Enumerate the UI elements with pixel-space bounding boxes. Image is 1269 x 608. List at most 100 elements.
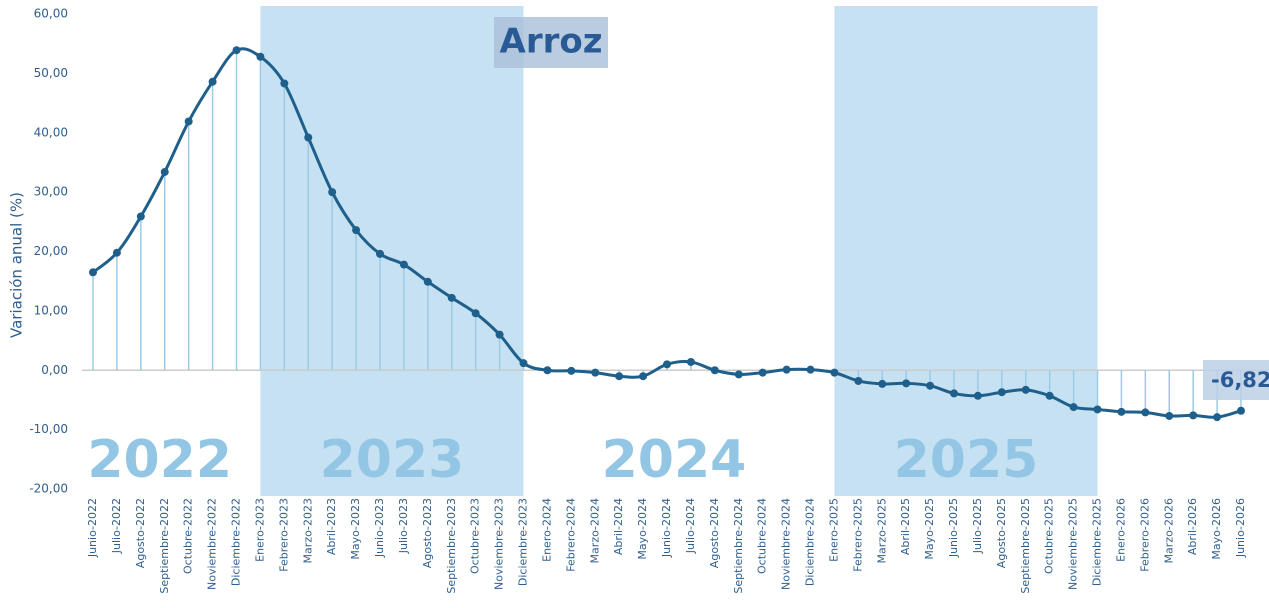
point	[997, 388, 1006, 397]
chart-title: Arroz	[500, 22, 603, 62]
y-tick-label: -20,00	[29, 482, 68, 496]
x-tick-label: Septiembre-2023	[445, 498, 458, 594]
point	[639, 372, 648, 381]
x-tick-label: Mayo-2023	[349, 498, 362, 560]
point	[495, 330, 504, 339]
x-tick-label: Enero-2023	[253, 498, 266, 562]
point	[663, 360, 671, 369]
x-tick-label: Octubre-2024	[756, 498, 769, 574]
x-tick-label: Abril-2026	[1186, 498, 1199, 555]
y-tick-label: 60,00	[34, 7, 68, 21]
x-tick-label: Diciembre-2022	[230, 498, 243, 586]
point	[1165, 411, 1174, 420]
point	[902, 379, 911, 388]
year-band	[260, 6, 524, 496]
point	[1117, 407, 1126, 416]
x-tick-label: Febrero-2025	[851, 498, 864, 572]
point	[615, 372, 624, 381]
x-tick-label: Diciembre-2024	[804, 498, 817, 586]
point	[1045, 391, 1054, 400]
x-tick-label: Junio-2022	[86, 498, 99, 558]
x-tick-label: Junio-2023	[373, 498, 386, 558]
point	[89, 268, 97, 277]
point	[328, 188, 337, 197]
point	[1021, 385, 1030, 394]
point	[734, 370, 743, 379]
point	[232, 46, 241, 55]
point	[854, 376, 863, 385]
point	[926, 381, 935, 390]
x-tick-label: Diciembre-2025	[1091, 498, 1104, 586]
point	[1237, 406, 1245, 415]
x-tick-label: Noviembre-2023	[493, 498, 506, 590]
point	[136, 212, 145, 221]
x-tick-label: Septiembre-2022	[158, 498, 171, 594]
x-tick-label: Agosto-2025	[995, 498, 1008, 568]
x-tick-label: Abril-2024	[612, 498, 625, 555]
point	[471, 309, 480, 318]
x-tick-label: Julio-2023	[397, 498, 410, 554]
x-tick-label: Octubre-2022	[182, 498, 195, 574]
x-tick-label: Julio-2024	[684, 498, 697, 554]
point	[352, 226, 361, 235]
year-label: 2024	[602, 430, 747, 490]
point	[1189, 411, 1198, 420]
year-label: 2023	[320, 430, 465, 490]
point	[567, 366, 576, 375]
x-tick-label: Marzo-2024	[588, 498, 601, 563]
x-tick-label: Enero-2024	[540, 498, 553, 562]
point	[878, 379, 887, 388]
point	[686, 357, 695, 366]
title-box	[494, 17, 608, 68]
y-tick-label: 10,00	[34, 303, 68, 317]
x-tick-label: Febrero-2026	[1138, 498, 1151, 572]
point	[399, 260, 408, 269]
point	[950, 389, 958, 398]
point	[376, 249, 384, 258]
point	[1093, 405, 1102, 414]
point	[304, 133, 313, 142]
point	[543, 366, 552, 375]
year-label: 2025	[894, 430, 1039, 490]
year-band	[834, 6, 1098, 496]
x-tick-label: Enero-2026	[1114, 498, 1127, 562]
point	[1141, 408, 1150, 417]
value-label: -6,82	[1211, 368, 1269, 392]
x-tick-label: Mayo-2025	[923, 498, 936, 560]
x-tick-label: Julio-2025	[971, 498, 984, 554]
point	[160, 167, 169, 176]
x-tick-label: Julio-2022	[110, 498, 123, 554]
x-tick-label: Marzo-2023	[301, 498, 314, 563]
x-tick-label: Abril-2023	[325, 498, 338, 555]
x-tick-label: Febrero-2024	[564, 498, 577, 572]
point	[806, 365, 815, 374]
point	[973, 391, 982, 400]
x-tick-label: Septiembre-2025	[1019, 498, 1032, 594]
x-tick-label: Diciembre-2023	[517, 498, 530, 586]
y-tick-label: 0,00	[41, 363, 68, 377]
point	[1069, 403, 1078, 412]
x-tick-label: Junio-2024	[660, 498, 673, 558]
value-label-box	[1203, 360, 1269, 400]
x-tick-label: Junio-2026	[1234, 498, 1247, 558]
x-tick-label: Noviembre-2025	[1067, 498, 1080, 590]
point	[1213, 413, 1222, 422]
x-tick-label: Noviembre-2022	[206, 498, 219, 590]
x-tick-label: Octubre-2025	[1043, 498, 1056, 574]
x-tick-label: Febrero-2023	[277, 498, 290, 572]
x-tick-label: Abril-2025	[899, 498, 912, 555]
point	[184, 117, 193, 126]
point	[830, 368, 839, 377]
x-tick-label: Mayo-2024	[636, 498, 649, 560]
point	[710, 366, 719, 375]
y-tick-label: -10,00	[29, 422, 68, 436]
x-tick-label: Marzo-2025	[875, 498, 888, 563]
point	[447, 293, 456, 302]
x-tick-label: Agosto-2024	[708, 498, 721, 568]
point	[423, 277, 432, 286]
point	[256, 52, 265, 61]
point	[758, 368, 767, 377]
year-label: 2022	[87, 430, 232, 490]
x-tick-label: Marzo-2026	[1162, 498, 1175, 563]
